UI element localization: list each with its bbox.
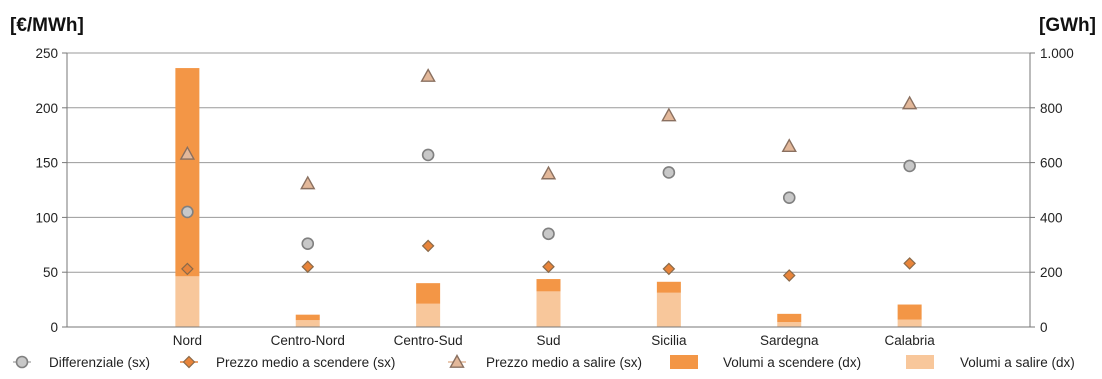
marker-prezzo-medio-a-scendere-sx	[662, 262, 676, 276]
marker-prezzo-medio-a-scendere-sx	[181, 262, 194, 276]
right-tick-label: 200	[1040, 265, 1063, 280]
marker-prezzo-medio-a-salire-sx	[300, 175, 316, 190]
bar-volumi-a-scendere	[416, 283, 441, 304]
left-tick-label: 250	[35, 46, 58, 61]
left-tick-label: 0	[50, 320, 58, 335]
markers	[179, 68, 918, 282]
legend-prezzo-medio-a-scendere-sx-marker	[182, 355, 196, 369]
marker-differenziale-sx	[542, 227, 555, 241]
category-label: Calabria	[884, 333, 935, 348]
left-axis-unit: [€/MWh]	[10, 15, 84, 36]
legend-prezzo-medio-a-salire-sx-marker	[449, 354, 465, 368]
tick-labels: 0 50 100 150 200 250 0 200 400 600 800 1.000 Nord Cen…	[35, 46, 1073, 348]
legend-volumi-a-scendere-dx-label: Volumi a scendere (dx)	[723, 355, 861, 370]
bar-volumi-a-salire	[777, 322, 802, 327]
left-tick-label: 150	[35, 156, 58, 171]
bar-volumi-a-salire	[295, 320, 320, 327]
right-tick-label: 0	[1040, 320, 1048, 335]
legend-differenziale-sx-marker	[15, 355, 29, 369]
marker-prezzo-medio-a-scendere-sx	[782, 269, 796, 282]
bar-volumi-a-salire	[536, 291, 561, 327]
axes	[62, 52, 1035, 328]
bars	[175, 68, 922, 327]
legend-differenziale-sx-label: Differenziale (sx)	[49, 355, 150, 370]
category-label: Nord	[173, 333, 202, 348]
bar-volumi-a-scendere	[536, 279, 561, 292]
bar-volumi-a-salire	[656, 292, 681, 327]
left-tick-label: 50	[43, 265, 58, 280]
bar-volumi-a-scendere	[656, 281, 681, 293]
legend-prezzo-medio-a-scendere-sx-label: Prezzo medio a scendere (sx)	[216, 355, 395, 370]
marker-prezzo-medio-a-salire-sx	[781, 138, 797, 153]
category-label: Sicilia	[651, 333, 687, 348]
marker-differenziale-sx	[903, 159, 916, 173]
bar-volumi-a-scendere	[295, 314, 320, 321]
right-tick-label: 1.000	[1040, 46, 1074, 61]
right-tick-label: 600	[1040, 156, 1063, 171]
category-label: Sardegna	[760, 333, 819, 348]
legend-prezzo-medio-a-salire-sx-label: Prezzo medio a salire (sx)	[486, 355, 642, 370]
left-tick-label: 200	[35, 101, 58, 116]
marker-prezzo-medio-a-scendere-sx	[421, 239, 435, 253]
category-label: Centro-Nord	[271, 333, 345, 348]
marker-prezzo-medio-a-salire-sx	[540, 165, 557, 180]
marker-prezzo-medio-a-scendere-sx	[542, 260, 555, 274]
legend-volumi-a-salire-dx-swatch	[906, 355, 934, 369]
right-tick-label: 800	[1040, 101, 1063, 116]
marker-prezzo-medio-a-salire-sx	[420, 68, 436, 82]
category-label: Sud	[536, 333, 560, 348]
marker-differenziale-sx	[301, 237, 315, 251]
marker-prezzo-medio-a-salire-sx	[179, 145, 196, 160]
bar-volumi-a-scendere	[777, 313, 802, 323]
marker-prezzo-medio-a-salire-sx	[661, 107, 677, 122]
bar-volumi-a-salire	[416, 303, 441, 327]
gridlines	[67, 52, 1030, 273]
legend: Differenziale (sx) Prezzo medio a scender…	[13, 354, 1075, 370]
marker-prezzo-medio-a-scendere-sx	[903, 257, 916, 270]
right-tick-label: 400	[1040, 210, 1063, 225]
category-label: Centro-Sud	[394, 333, 463, 348]
marker-prezzo-medio-a-salire-sx	[901, 95, 918, 110]
marker-differenziale-sx	[181, 205, 194, 219]
bar-volumi-a-scendere	[175, 68, 200, 277]
marker-differenziale-sx	[421, 148, 435, 162]
marker-differenziale-sx	[782, 191, 796, 204]
bar-volumi-a-salire	[175, 276, 200, 327]
legend-volumi-a-salire-dx-label: Volumi a salire (dx)	[960, 355, 1075, 370]
marker-prezzo-medio-a-scendere-sx	[301, 260, 315, 274]
legend-volumi-a-scendere-dx-swatch	[670, 355, 698, 369]
bar-volumi-a-scendere	[897, 304, 922, 320]
marker-differenziale-sx	[662, 166, 676, 179]
bar-volumi-a-salire	[897, 319, 922, 327]
right-axis-unit: [GWh]	[1039, 15, 1096, 36]
left-tick-label: 100	[35, 210, 58, 225]
